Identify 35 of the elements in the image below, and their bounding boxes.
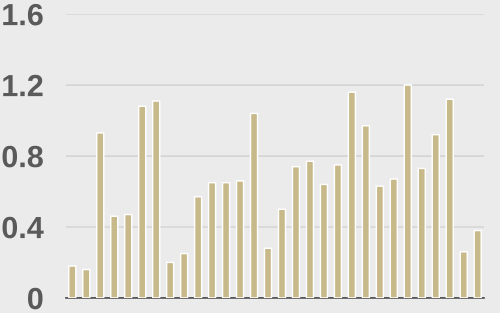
bar xyxy=(390,178,398,298)
bar xyxy=(82,268,90,298)
bar xyxy=(418,168,426,298)
bar xyxy=(306,160,314,298)
bar xyxy=(432,134,440,298)
bar xyxy=(362,125,370,298)
bar xyxy=(460,251,468,298)
bar xyxy=(68,265,76,298)
bar xyxy=(446,98,454,298)
bar xyxy=(152,100,160,298)
bar xyxy=(264,248,272,298)
bar xyxy=(250,112,258,298)
bar xyxy=(334,164,342,298)
bar xyxy=(292,166,300,298)
bar xyxy=(138,106,146,298)
bar xyxy=(376,186,384,298)
y-tick-label: 1.2 xyxy=(3,74,43,96)
bar xyxy=(194,196,202,298)
bar xyxy=(278,208,286,298)
bar xyxy=(180,252,188,298)
bar xyxy=(320,184,328,298)
bar xyxy=(474,230,482,298)
y-tick-label: 1.6 xyxy=(3,4,43,26)
bar xyxy=(222,182,230,298)
bar xyxy=(404,84,412,298)
bar xyxy=(236,180,244,298)
bar xyxy=(110,216,118,298)
bar xyxy=(124,214,132,298)
bar xyxy=(208,182,216,298)
bar xyxy=(348,91,356,298)
y-tick-label: 0.4 xyxy=(2,216,44,238)
y-tick-label: 0.8 xyxy=(2,146,43,168)
y-tick-label: 0 xyxy=(28,288,43,310)
bar xyxy=(166,262,174,298)
bar xyxy=(96,132,104,298)
